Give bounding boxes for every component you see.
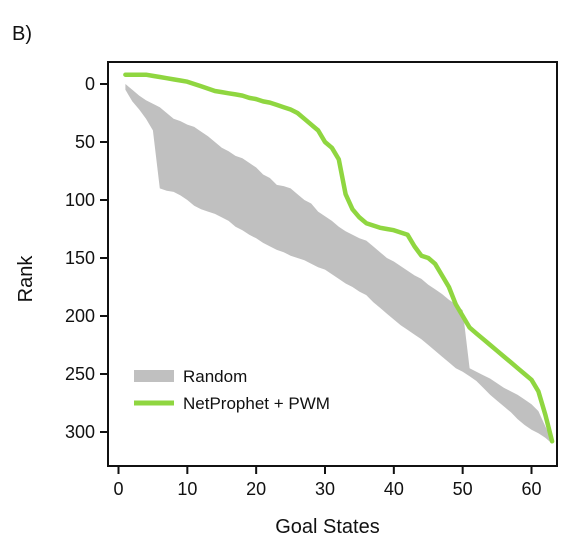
y-tick-label: 0 bbox=[85, 74, 95, 94]
x-tick-label: 60 bbox=[521, 479, 541, 499]
x-tick-label: 40 bbox=[384, 479, 404, 499]
y-tick-label: 200 bbox=[65, 306, 95, 326]
x-axis-title: Goal States bbox=[275, 516, 380, 538]
y-axis-title: Rank bbox=[15, 255, 37, 303]
legend-label-random: Random bbox=[183, 367, 247, 386]
x-tick-label: 20 bbox=[246, 479, 266, 499]
random-band-layer bbox=[125, 84, 553, 444]
legend: Random NetProphet + PWM bbox=[134, 367, 330, 413]
x-axis-ticks: 0 10 20 30 40 50 60 bbox=[113, 466, 542, 499]
y-tick-label: 50 bbox=[75, 132, 95, 152]
random-band bbox=[125, 84, 553, 444]
y-tick-label: 100 bbox=[65, 190, 95, 210]
netprophet-line bbox=[123, 72, 555, 444]
y-axis-ticks: 0 50 100 150 200 250 300 bbox=[65, 74, 108, 442]
y-tick-label: 250 bbox=[65, 364, 95, 384]
y-tick-label: 150 bbox=[65, 248, 95, 268]
netprophet-line-layer bbox=[123, 72, 555, 444]
plot-frame bbox=[107, 61, 558, 467]
x-tick-label: 30 bbox=[315, 479, 335, 499]
legend-label-netprophet: NetProphet + PWM bbox=[183, 394, 330, 413]
x-tick-label: 50 bbox=[453, 479, 473, 499]
x-tick-label: 0 bbox=[113, 479, 123, 499]
panel-label: B) bbox=[12, 23, 32, 45]
y-tick-label: 300 bbox=[65, 422, 95, 442]
x-tick-label: 10 bbox=[177, 479, 197, 499]
